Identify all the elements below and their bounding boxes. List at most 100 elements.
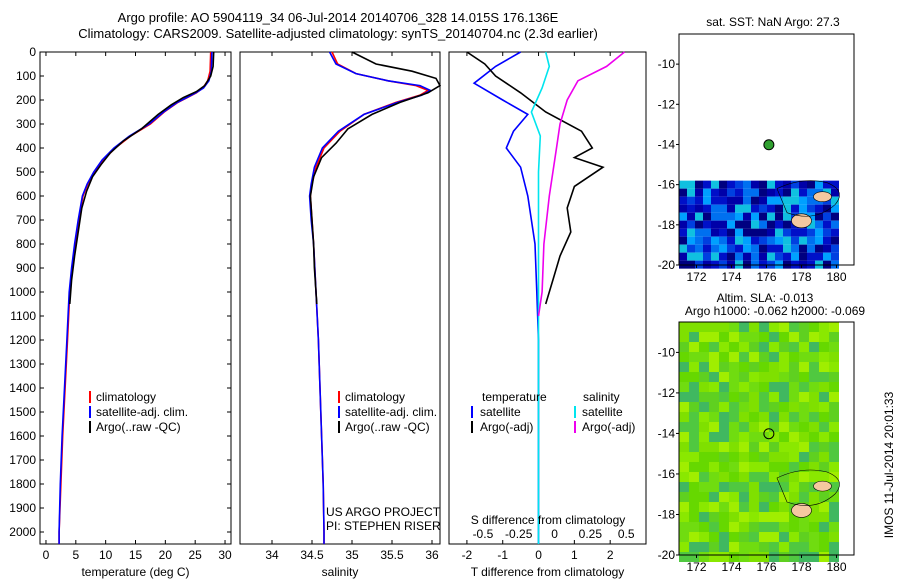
x-tick-label: 36 — [425, 548, 439, 562]
sla-cell — [819, 462, 829, 472]
sst-cell — [807, 228, 815, 237]
sla-cell — [679, 542, 689, 552]
sst-cell — [743, 196, 751, 205]
sst-cell — [719, 236, 727, 245]
sst-cell — [759, 204, 767, 213]
sla-cell — [809, 452, 819, 462]
sla-cell — [829, 452, 839, 462]
sst-cell — [775, 220, 783, 229]
sla-cell — [709, 352, 719, 362]
x-axis-label: T difference from climatology — [471, 565, 625, 579]
x-tick-label: 30 — [218, 548, 232, 562]
sst-cell — [767, 204, 775, 213]
sla-cell — [749, 412, 759, 422]
sst-cell — [807, 252, 815, 261]
y-tick-label: 1300 — [9, 357, 36, 371]
legend-label: climatology — [96, 390, 156, 404]
sla-cell — [759, 542, 769, 552]
sla-cell — [819, 472, 829, 482]
sst-cell — [679, 228, 687, 237]
sla-cell — [829, 352, 839, 362]
sst-cell — [719, 188, 727, 197]
sla-cell — [679, 552, 689, 562]
sla-cell — [739, 472, 749, 482]
sst-cell — [759, 244, 767, 253]
sst-cell — [775, 236, 783, 245]
x-tick-label: 174 — [721, 270, 741, 284]
sst-cell — [823, 244, 831, 253]
plot-frame — [239, 51, 441, 545]
sla-cell — [699, 422, 709, 432]
sst-cell — [807, 204, 815, 213]
sla-cell — [739, 542, 749, 552]
salinity-panel: 34 34.5 35 35.5 36 salinity — [239, 51, 442, 579]
x-tick-label: 172 — [686, 270, 706, 284]
sla-cell — [759, 462, 769, 472]
sla-cell — [739, 352, 749, 362]
sla-cell — [799, 542, 809, 552]
map2-subtitle: Argo h1000: -0.062 h2000: -0.069 — [685, 304, 865, 318]
sla-cell — [759, 522, 769, 532]
x-tick-label: 180 — [826, 270, 846, 284]
sst-cell — [703, 204, 711, 213]
sla-cell — [809, 392, 819, 402]
sst-cell — [727, 220, 735, 229]
sst-cell — [775, 244, 783, 253]
sst-cell — [767, 196, 775, 205]
sla-cell — [719, 532, 729, 542]
sla-cell — [769, 542, 779, 552]
sla-cell — [699, 442, 709, 452]
series-line — [466, 51, 605, 305]
sst-cell — [823, 236, 831, 245]
sst-cell — [695, 180, 703, 189]
sla-cell — [779, 522, 789, 532]
sla-cell — [729, 422, 739, 432]
sla-cell — [779, 362, 789, 372]
sla-cell — [809, 552, 819, 562]
sla-cell — [689, 422, 699, 432]
sla-cell — [679, 482, 689, 492]
sla-cell — [709, 382, 719, 392]
sla-cell — [789, 482, 799, 492]
sst-cell — [823, 252, 831, 261]
sst-cell — [743, 180, 751, 189]
sla-cell — [779, 442, 789, 452]
sla-cell — [719, 432, 729, 442]
sla-cell — [719, 332, 729, 342]
sla-cell — [739, 332, 749, 342]
sla-cell — [739, 382, 749, 392]
sst-cell — [799, 196, 807, 205]
sla-cell — [829, 542, 839, 552]
sla-cell — [799, 522, 809, 532]
sst-cell — [783, 236, 791, 245]
sla-cell — [699, 482, 709, 492]
sla-cell — [759, 422, 769, 432]
sla-cell — [679, 502, 689, 512]
sla-cell — [759, 492, 769, 502]
sla-cell — [729, 542, 739, 552]
sst-cell — [815, 228, 823, 237]
sla-cell — [739, 412, 749, 422]
x-tick-label: 1 — [571, 548, 578, 562]
sla-cell — [779, 482, 789, 492]
sla-cell — [689, 372, 699, 382]
sla-cell — [679, 442, 689, 452]
sla-cell — [789, 332, 799, 342]
sst-cell — [751, 196, 759, 205]
y-tick-label: 500 — [16, 165, 36, 179]
sst-cell — [695, 236, 703, 245]
sla-cell — [789, 382, 799, 392]
difference-panel: -0.5 -0.25 0 0.25 0.5-2 -1 0 1 2T difference fro… — [448, 51, 647, 579]
sla-cell — [819, 442, 829, 452]
sla-cell — [729, 482, 739, 492]
sla-cell — [799, 342, 809, 352]
y-tick-label: -16 — [658, 467, 676, 481]
x-tick-label: 10 — [99, 548, 113, 562]
sst-cell — [783, 252, 791, 261]
sla-cell — [679, 342, 689, 352]
sla-cell — [829, 432, 839, 442]
sst-cell — [735, 180, 743, 189]
sla-cell — [749, 472, 759, 482]
sla-cell — [689, 412, 699, 422]
sst-cell — [767, 236, 775, 245]
